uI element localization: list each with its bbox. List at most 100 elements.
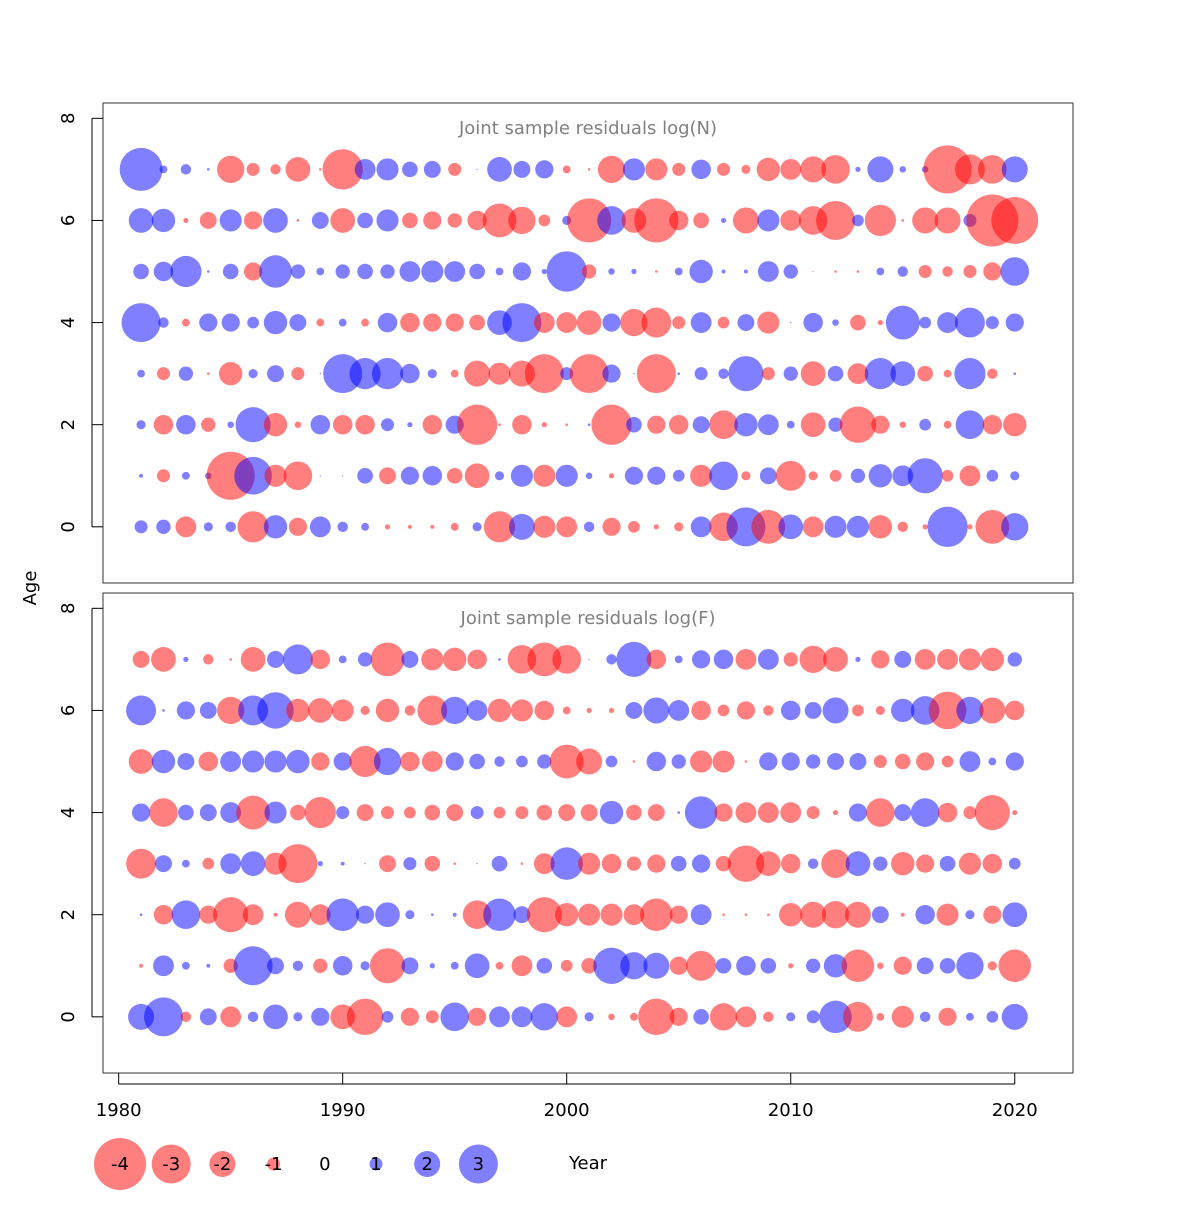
bubble [220,802,242,823]
bubble [959,751,981,772]
bubble [584,1012,594,1022]
bubble [233,946,273,986]
bubble [263,208,288,233]
bubble [131,803,151,822]
bubble [476,168,478,171]
bubble [655,270,658,273]
bubble [823,647,848,672]
bubble [819,1000,852,1034]
bubble [867,156,894,183]
bubble [153,261,174,282]
bubble [587,168,591,171]
bubble [591,404,632,445]
bubble [227,421,234,428]
bubble [541,422,547,428]
bubble [912,207,939,234]
bubble [133,263,149,280]
bubble [982,414,1003,435]
bubble [736,956,756,976]
y-tick-label: 4 [58,807,79,818]
bubble [714,803,733,822]
bubble [206,168,210,171]
bubble [780,700,801,721]
bubble [868,515,893,539]
bubble [624,466,644,485]
bubble [868,464,893,488]
bubble [346,998,384,1036]
x-tick-label: 2020 [992,1100,1038,1121]
bubble [342,475,344,477]
bubble [955,154,985,185]
bubble [1003,413,1027,437]
bubble [512,414,532,435]
bubble [941,755,954,768]
bubble [155,855,172,873]
bubble [955,410,985,440]
bubble [263,413,288,437]
legend-label: -4 [111,1154,129,1175]
bubble [744,760,748,763]
bubble [153,955,174,977]
x-tick-label: 1980 [96,1100,142,1121]
bubble [967,524,973,530]
bubble [240,647,266,672]
bubble [578,852,601,875]
bubble [425,1010,439,1024]
bubble [445,752,464,771]
bubble [357,212,373,229]
y-axis-label: Age [20,571,41,606]
y-tick-label: 0 [58,1011,79,1022]
bubble [986,1010,999,1023]
bubble [632,760,636,763]
bubble [162,709,165,712]
bubble [356,804,374,822]
bubble [721,269,726,274]
bubble [600,903,623,926]
bubble [674,655,683,664]
bubble [552,645,582,674]
bubble [512,262,532,281]
bubble [337,521,348,533]
bubble [588,658,590,661]
bubble [446,804,464,822]
bubble [974,795,1010,831]
bubble [975,509,1010,544]
bubble [938,1007,957,1026]
bubble [580,804,598,822]
bubble [965,910,975,920]
bubble [556,312,578,333]
bubble [722,913,725,917]
bubble [136,420,146,430]
bubble [907,458,943,494]
bubble [541,268,547,275]
bubble [294,421,302,428]
bubble [219,209,242,232]
bubble [783,652,798,667]
bubble [827,365,844,382]
bubble [734,413,758,437]
bubble [622,158,645,181]
bubble [743,269,748,274]
bubble [646,751,667,772]
bubble [956,952,984,980]
bubble [599,800,624,825]
bubble [263,1004,288,1030]
bubble [421,648,444,671]
bubble [623,904,645,926]
bubble [243,211,263,230]
bubble [330,208,356,233]
bubble [839,406,877,443]
bubble [958,852,982,875]
bubble [317,861,323,867]
bubbles [126,641,1032,1037]
bubble [400,466,420,485]
bubble [360,961,370,971]
bubble [956,696,984,725]
bubble [942,266,953,277]
legend-label: -3 [162,1154,180,1175]
x-tick-label: 1990 [320,1100,366,1121]
bubble [403,857,417,871]
bubble [779,903,803,927]
bubble [482,203,517,238]
